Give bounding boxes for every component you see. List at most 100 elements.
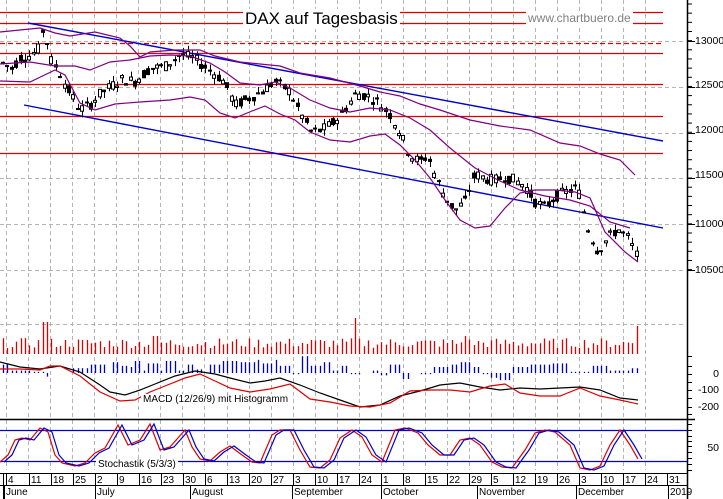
- candle-up: [349, 100, 353, 105]
- candle-up: [516, 180, 520, 186]
- candle-down: [146, 68, 150, 76]
- candle-up: [230, 95, 234, 102]
- candle-up: [327, 121, 331, 127]
- candle-up: [265, 84, 269, 93]
- candle-up: [186, 50, 190, 58]
- candle-down: [371, 102, 375, 105]
- candle-up: [287, 87, 291, 96]
- stoch-label: Stochastik (5/3/3): [96, 459, 178, 470]
- candle-down: [437, 180, 441, 183]
- price-tick-12500: 12500: [695, 79, 723, 91]
- x-day-label: 13: [229, 475, 241, 486]
- candle-down: [450, 203, 454, 209]
- candle-up: [599, 250, 603, 253]
- candle-up: [467, 189, 471, 192]
- candle-down: [247, 97, 251, 102]
- candle-down: [133, 80, 137, 87]
- macd-tick-minus100: -100: [697, 384, 719, 396]
- x-day-label: 27: [273, 475, 285, 486]
- candle-down: [217, 74, 221, 82]
- candle-up: [80, 105, 84, 112]
- candle-down: [582, 211, 586, 214]
- candle-down: [428, 158, 432, 162]
- candle-down: [296, 102, 300, 108]
- candle-up: [525, 187, 529, 194]
- x-month-label: 2019: [670, 487, 693, 498]
- candle-down: [313, 127, 317, 130]
- candle-down: [19, 54, 23, 62]
- candle-up: [300, 114, 304, 120]
- candle-down: [173, 59, 177, 62]
- price-tick-11500: 11500: [695, 169, 723, 181]
- x-day-label: 24: [647, 475, 659, 486]
- candle-down: [305, 117, 309, 123]
- x-day-label: 2: [97, 475, 103, 486]
- x-month-label: August: [192, 487, 224, 498]
- candle-down: [85, 101, 89, 104]
- candle-up: [129, 76, 133, 81]
- candle-up: [49, 56, 53, 65]
- x-day-label: 8: [405, 475, 411, 486]
- candle-up: [476, 171, 480, 180]
- x-day-label: 23: [163, 475, 175, 486]
- candle-down: [423, 157, 427, 161]
- x-day-label: 4: [8, 475, 14, 486]
- candle-down: [503, 180, 507, 183]
- candle-up: [608, 230, 612, 233]
- candle-up: [234, 99, 238, 108]
- website-label: www.chartbuero.de: [526, 11, 633, 25]
- macd-label: MACD (12/26/9) mit Histogramm: [141, 394, 291, 405]
- stoch-k-line: [0, 422, 639, 471]
- candle-down: [151, 67, 155, 70]
- x-day-label: 16: [141, 475, 153, 486]
- x-day-label: 3: [295, 475, 301, 486]
- bollinger-lower: [0, 69, 639, 263]
- candle-up: [604, 240, 608, 244]
- candle-up: [511, 173, 515, 183]
- candle-down: [124, 83, 128, 86]
- candle-down: [586, 230, 590, 233]
- candle-up: [410, 158, 414, 162]
- candle-up: [538, 201, 542, 205]
- x-day-label: 18: [53, 475, 65, 486]
- candle-down: [388, 113, 392, 120]
- candle-down: [485, 179, 489, 184]
- x-day-label: 19: [537, 475, 549, 486]
- candle-down: [203, 64, 207, 69]
- candle-down: [23, 59, 27, 63]
- candle-up: [164, 61, 168, 72]
- price-tick-10500: 10500: [695, 264, 723, 276]
- candle-down: [45, 43, 49, 46]
- candle-up: [155, 64, 159, 69]
- candle-up: [137, 78, 141, 83]
- candle-down: [102, 89, 106, 93]
- trendline-lower: [23, 104, 664, 229]
- price-tick-11000: 11000: [695, 218, 723, 230]
- x-day-label: 30: [185, 475, 197, 486]
- candle-up: [27, 55, 31, 61]
- x-month-label: July: [97, 487, 115, 498]
- candle-up: [520, 183, 524, 188]
- x-day-label: 1: [383, 475, 389, 486]
- x-month-label: October: [383, 487, 419, 498]
- candle-up: [120, 75, 124, 79]
- candle-down: [269, 83, 273, 88]
- stoch-tick-50: 50: [707, 442, 719, 454]
- macd-line: [0, 361, 639, 408]
- candle-down: [243, 95, 247, 100]
- x-day-label: 5: [493, 475, 499, 486]
- x-day-label: 6: [207, 475, 213, 486]
- candle-up: [322, 123, 326, 131]
- candle-down: [142, 70, 146, 79]
- x-day-label: 10: [317, 475, 329, 486]
- candle-up: [617, 229, 621, 233]
- candle-up: [168, 64, 172, 67]
- candle-down: [10, 66, 14, 70]
- bollinger-upper: [0, 27, 636, 176]
- price-tick-12000: 12000: [695, 124, 723, 136]
- candle-down: [14, 60, 18, 68]
- candle-up: [93, 99, 97, 103]
- candle-down: [199, 63, 203, 69]
- candle-up: [481, 175, 485, 180]
- candle-up: [635, 250, 639, 257]
